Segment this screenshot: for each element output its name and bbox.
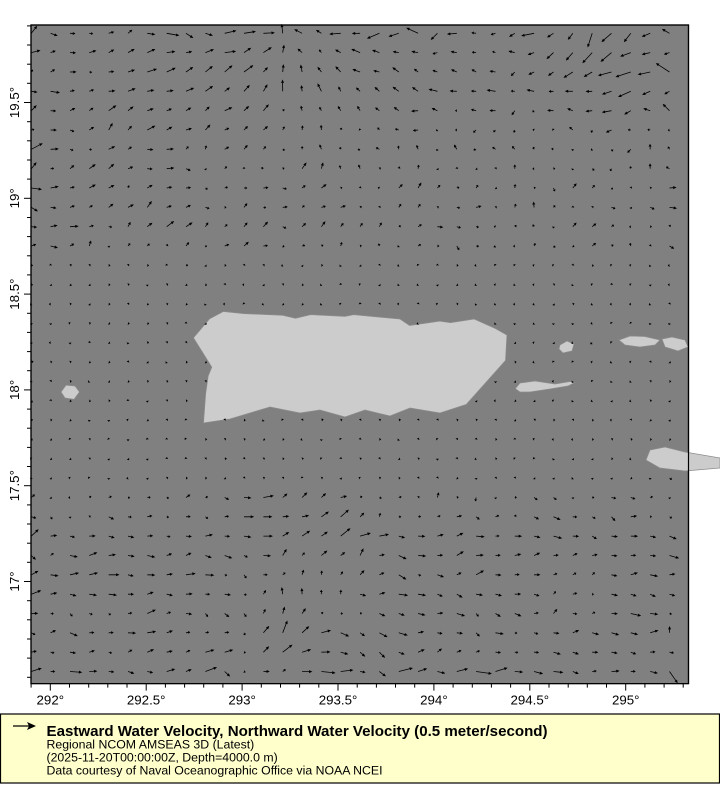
svg-text:18°: 18° bbox=[7, 380, 22, 400]
svg-text:292°: 292° bbox=[37, 693, 65, 708]
svg-text:18.5°: 18.5° bbox=[7, 278, 22, 309]
svg-text:294.5°: 294.5° bbox=[511, 693, 550, 708]
svg-text:Data courtesy of Naval Oceanog: Data courtesy of Naval Oceanographic Off… bbox=[47, 764, 383, 778]
svg-text:292.5°: 292.5° bbox=[127, 693, 166, 708]
svg-text:293°: 293° bbox=[228, 693, 256, 708]
svg-text:293.5°: 293.5° bbox=[319, 693, 358, 708]
svg-text:294°: 294° bbox=[420, 693, 448, 708]
svg-text:17.5°: 17.5° bbox=[7, 470, 22, 501]
svg-text:17°: 17° bbox=[7, 571, 22, 591]
svg-text:(2025-11-20T00:00:00Z, Depth=4: (2025-11-20T00:00:00Z, Depth=4000.0 m) bbox=[47, 751, 278, 765]
svg-text:Regional NCOM AMSEAS 3D (Lates: Regional NCOM AMSEAS 3D (Latest) bbox=[47, 738, 255, 752]
svg-text:295°: 295° bbox=[612, 693, 640, 708]
svg-text:19.5°: 19.5° bbox=[7, 87, 22, 118]
svg-text:19°: 19° bbox=[7, 188, 22, 208]
